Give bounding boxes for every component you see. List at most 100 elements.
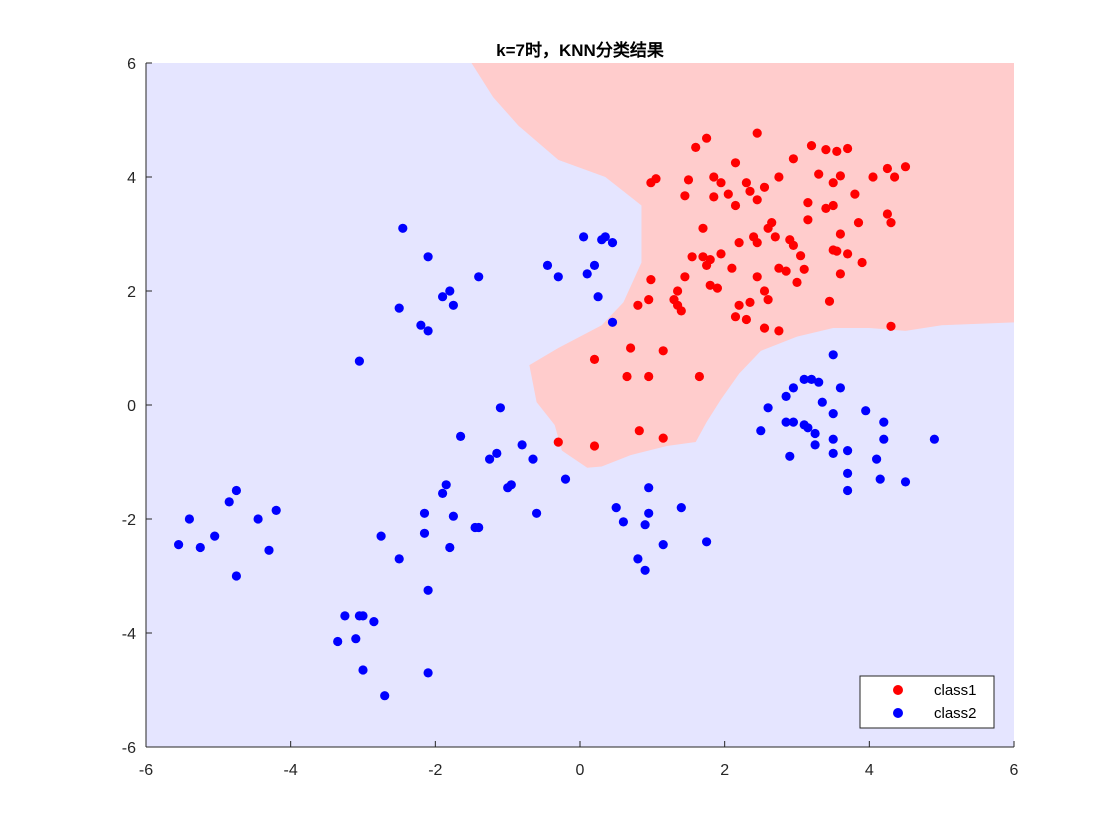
class2-point	[828, 350, 838, 360]
class2-point	[184, 514, 194, 524]
class1-point	[734, 300, 744, 310]
class1-points	[553, 128, 911, 451]
class1-point	[796, 251, 806, 261]
class1-point	[850, 189, 860, 199]
class1-point	[589, 354, 600, 364]
class2-point	[579, 232, 589, 242]
class2-point	[843, 485, 853, 496]
class2-point	[788, 417, 799, 427]
y-tick-label: 0	[127, 398, 136, 415]
class1-point	[680, 191, 690, 201]
class2-point	[582, 269, 592, 279]
class1-point	[759, 323, 770, 333]
class1-point	[828, 200, 838, 211]
class1-point	[774, 326, 784, 336]
class2-point	[195, 542, 205, 553]
class2-point	[445, 286, 455, 296]
class2-point	[528, 454, 538, 464]
class1-point	[676, 306, 686, 316]
class2-point	[441, 480, 451, 490]
class2-point	[333, 636, 343, 647]
class2-point	[658, 540, 668, 550]
y-tick-label: 6	[127, 56, 136, 73]
class1-point	[741, 314, 752, 325]
class2-point	[445, 542, 455, 553]
class2-point	[423, 585, 433, 595]
class2-point	[803, 423, 813, 433]
class1-point	[806, 141, 817, 151]
class2-point	[843, 446, 853, 456]
legend-marker-class2	[893, 708, 903, 718]
class1-point	[781, 266, 791, 276]
class1-point	[734, 238, 744, 248]
class2-point	[597, 235, 607, 245]
class2-point	[358, 665, 368, 675]
class1-point	[683, 175, 694, 185]
class1-point	[824, 296, 835, 306]
class1-point	[803, 215, 813, 225]
class2-point	[423, 252, 433, 262]
class2-point	[589, 260, 600, 270]
class1-point	[712, 283, 723, 293]
class2-point	[438, 292, 448, 302]
class1-point	[709, 172, 719, 182]
class2-point	[264, 545, 274, 555]
class1-point	[835, 269, 846, 279]
class2-point	[799, 374, 809, 384]
class1-point	[882, 163, 893, 174]
class1-point	[698, 223, 708, 233]
class2-point	[358, 611, 368, 621]
class1-point	[633, 300, 643, 310]
class2-point	[756, 426, 766, 436]
class2-point	[618, 517, 629, 527]
class2-point	[676, 503, 686, 513]
class2-point	[607, 317, 618, 327]
class2-point	[253, 514, 263, 524]
class1-point	[774, 263, 784, 273]
class2-point	[611, 503, 621, 513]
class1-point	[763, 295, 773, 305]
class2-point	[231, 485, 241, 496]
class1-point	[709, 192, 719, 202]
class1-point	[705, 280, 715, 290]
class1-point	[759, 182, 770, 192]
y-tick-labels: -6 -4 -2 0 2 4 6	[122, 56, 136, 757]
chart-title: k=7时，KNN分类结果	[496, 40, 664, 60]
class2-point	[810, 440, 820, 450]
class1-point	[886, 218, 896, 228]
class2-point	[806, 374, 817, 384]
class2-point	[174, 540, 184, 550]
class2-point	[879, 434, 889, 444]
class1-point	[763, 223, 773, 233]
class1-point	[886, 321, 896, 331]
class1-point	[835, 229, 846, 239]
class2-point	[763, 403, 773, 413]
class1-point	[658, 346, 668, 356]
class1-point	[821, 145, 831, 155]
class1-point	[626, 343, 636, 353]
legend-label-class2: class2	[934, 705, 977, 722]
class2-point	[843, 468, 853, 478]
class1-point	[673, 286, 683, 296]
y-tick-label: -2	[122, 512, 136, 529]
class1-point	[622, 371, 632, 382]
class2-point	[817, 397, 827, 407]
class1-point	[691, 142, 701, 152]
class2-point	[419, 528, 430, 538]
class1-point	[745, 297, 755, 307]
class1-point	[868, 172, 878, 182]
class2-point	[560, 474, 571, 484]
class1-point	[832, 146, 842, 156]
class1-point	[694, 371, 705, 382]
class2-point	[517, 440, 527, 450]
class2-point	[900, 477, 911, 487]
class1-point	[702, 133, 712, 143]
class2-point	[394, 554, 404, 564]
x-tick-labels: -6 -4 -2 0 2 4 6	[139, 762, 1019, 779]
class1-point	[835, 171, 846, 181]
class1-point	[730, 158, 741, 168]
class1-point	[658, 433, 668, 443]
class2-point	[644, 483, 654, 493]
class2-point	[781, 417, 791, 427]
class1-point	[752, 272, 762, 282]
